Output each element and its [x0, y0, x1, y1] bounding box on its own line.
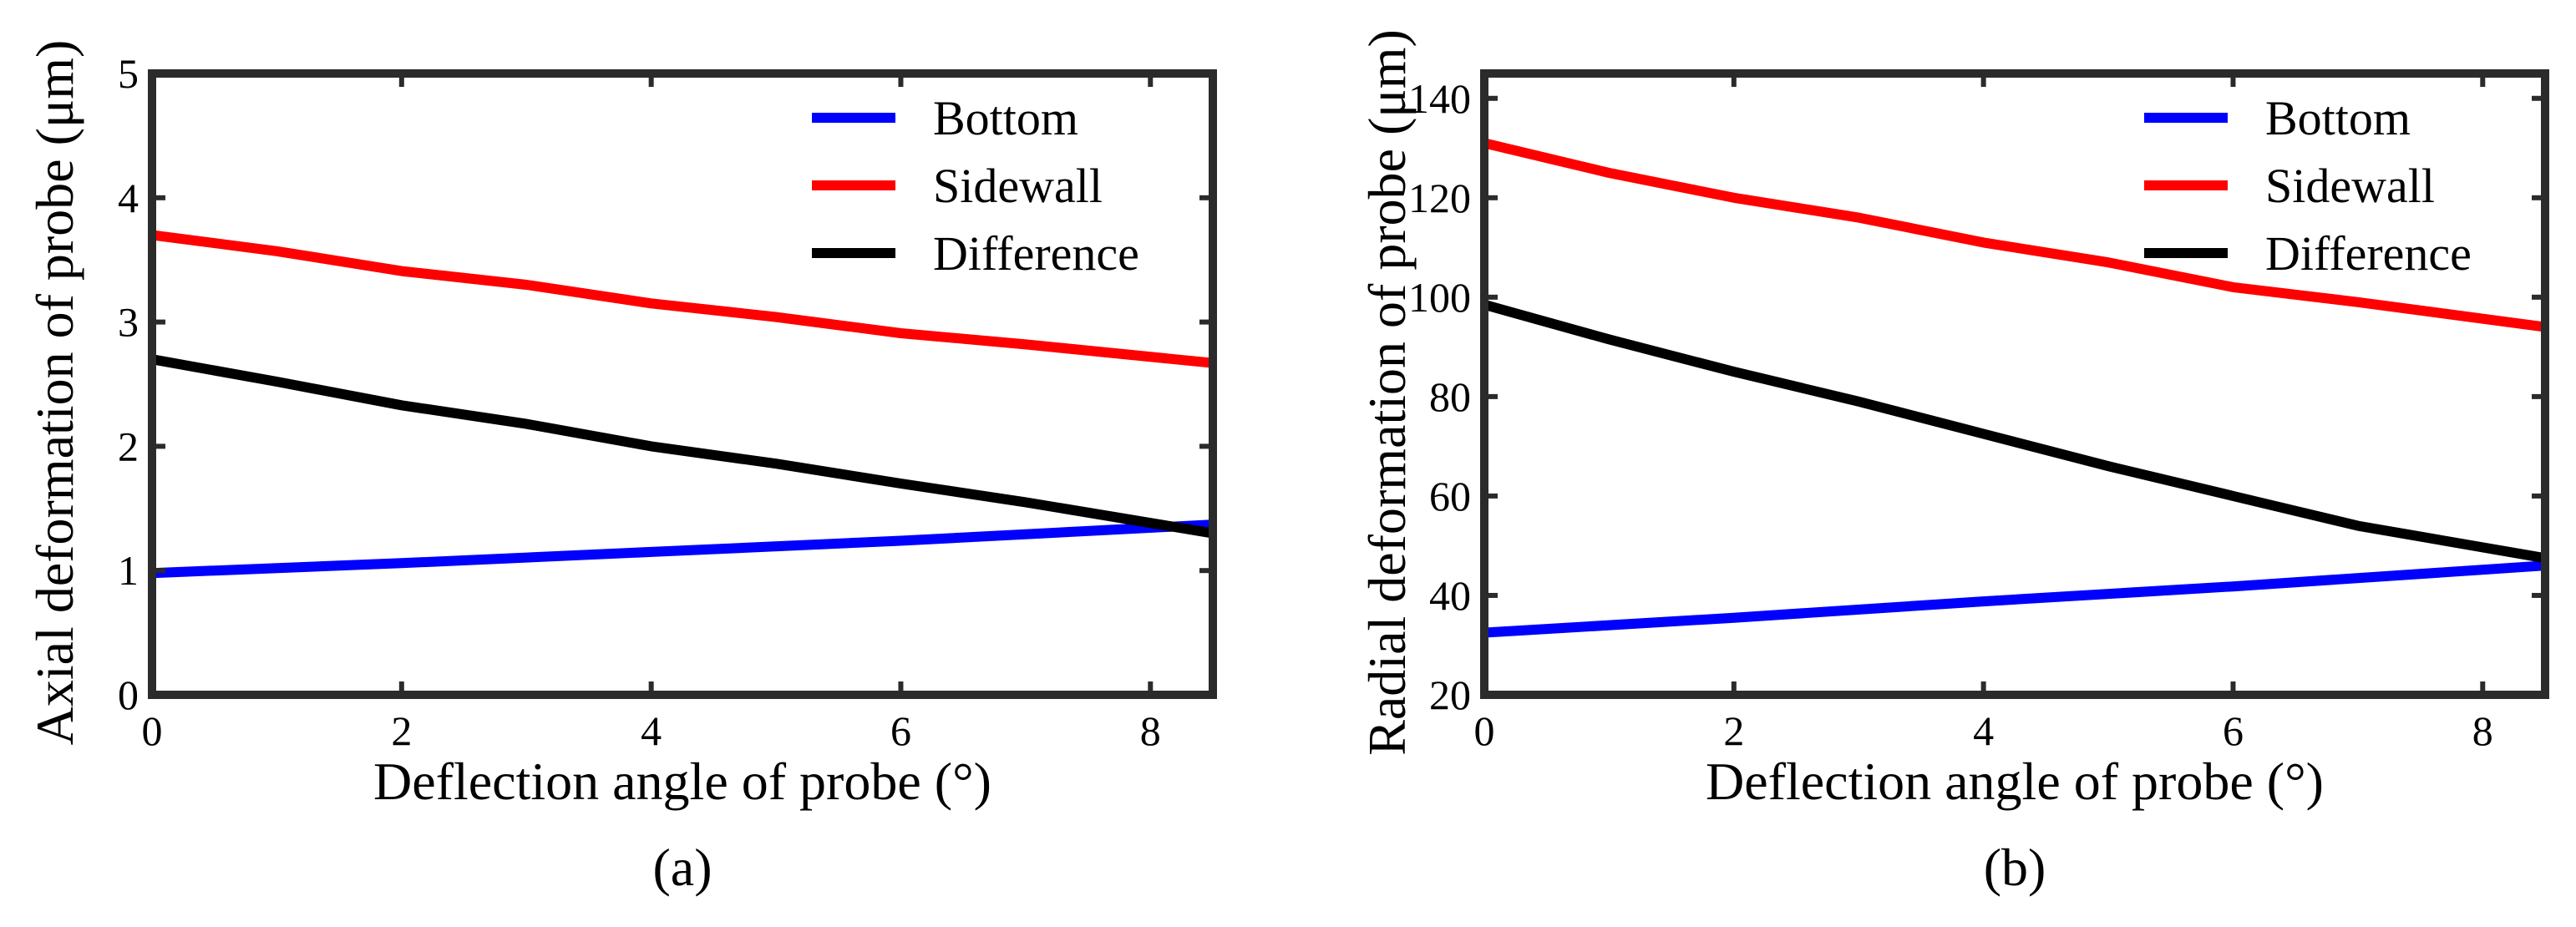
axes-frame	[1480, 69, 2549, 699]
x-tick-label: 6	[890, 707, 911, 754]
panel-label: (b)	[1984, 838, 2046, 897]
y-tick-label: 100	[1408, 274, 1471, 321]
y-tick-label: 80	[1429, 373, 1471, 420]
series-line-sidewall	[1483, 138, 2546, 332]
legend: Bottom Sidewall Difference	[2144, 91, 2472, 281]
panel-label: (a)	[652, 838, 712, 897]
axes-frame	[148, 69, 1217, 699]
legend: Bottom Sidewall Difference	[812, 91, 1139, 281]
y-tick-label: 120	[1408, 175, 1471, 221]
legend-label-bottom: Bottom	[933, 91, 1078, 145]
series-line-bottom	[151, 519, 1214, 579]
y-tick-label: 20	[1429, 671, 1471, 718]
y-tick-label: 60	[1429, 473, 1471, 519]
x-axis-label: Deflection angle of probe (°)	[1706, 752, 2324, 811]
y-tick-label: 3	[118, 299, 139, 346]
y-tick-label: 5	[118, 50, 139, 97]
chart-panel-a: 0 2 4 6 8 0 1 2 3 4 5 Deflection angle of probe (°)…	[25, 40, 1217, 897]
series-line-difference	[150, 354, 1214, 539]
x-tick-label: 2	[391, 707, 412, 754]
y-tick-label: 140	[1408, 75, 1471, 122]
x-tick-label: 0	[1474, 707, 1495, 754]
y-tick-label: 2	[118, 423, 139, 469]
x-tick-label: 6	[2223, 707, 2244, 754]
chart-panel-b: 0 2 4 6 8 20 40 60 80 100 120 140 Deflection angle o…	[1357, 29, 2549, 897]
y-tick-label: 1	[118, 547, 139, 594]
x-tick-label: 0	[142, 707, 163, 754]
series-line-bottom	[1483, 560, 2546, 638]
legend-label-difference: Difference	[2265, 226, 2472, 281]
y-tick-label: 40	[1429, 572, 1471, 619]
legend-label-sidewall: Sidewall	[933, 159, 1103, 213]
x-tick-label: 4	[1973, 707, 1994, 754]
x-axis-label: Deflection angle of probe (°)	[373, 752, 991, 811]
y-axis-label: Axial deformation of probe (μm)	[25, 40, 84, 746]
series-line-difference	[1483, 300, 2547, 564]
x-tick-label: 8	[1140, 707, 1161, 754]
y-axis-label: Radial deformation of probe (μm)	[1357, 29, 1417, 756]
legend-label-difference: Difference	[933, 226, 1139, 281]
x-tick-label: 4	[641, 707, 662, 754]
x-tick-label: 8	[2472, 707, 2493, 754]
x-tick-label: 2	[1723, 707, 1744, 754]
legend-label-bottom: Bottom	[2265, 91, 2411, 145]
y-tick-label: 4	[118, 175, 139, 221]
legend-label-sidewall: Sidewall	[2265, 159, 2435, 213]
y-tick-label: 0	[118, 671, 139, 718]
series-line-sidewall	[151, 230, 1214, 368]
